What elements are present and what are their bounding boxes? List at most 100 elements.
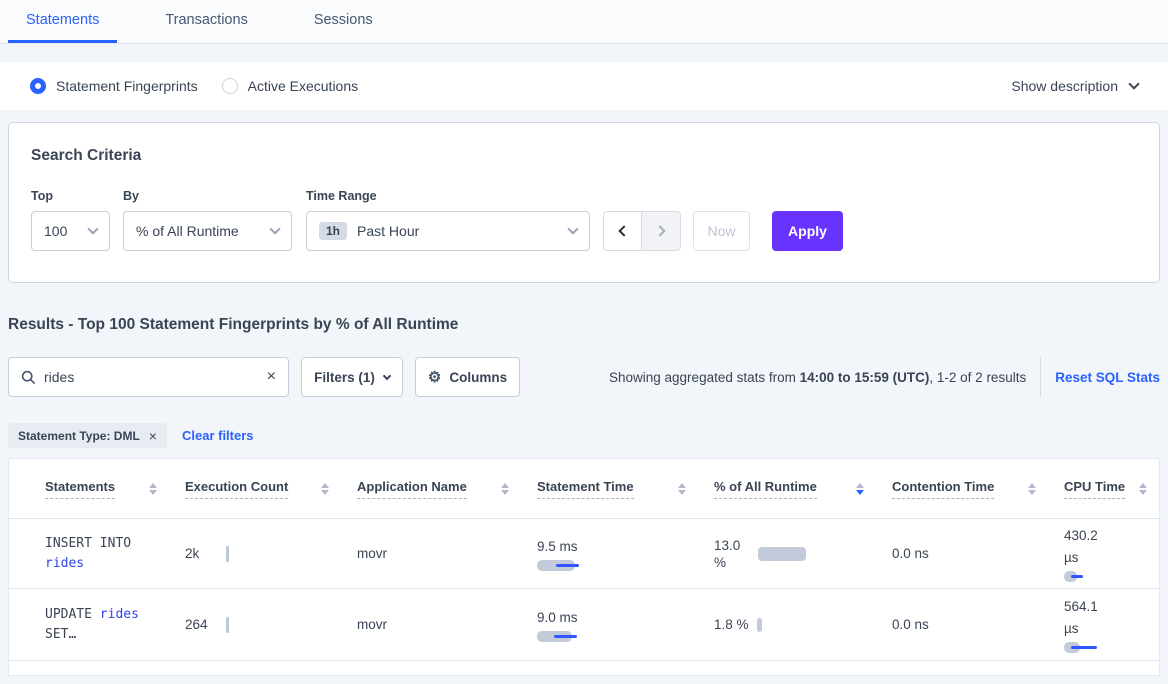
column-header-statements[interactable]: Statements bbox=[9, 459, 185, 518]
filter-chip-statement-type[interactable]: Statement Type: DML × bbox=[8, 423, 167, 448]
statement-search-box[interactable]: × bbox=[8, 357, 289, 397]
application-name-cell: movr bbox=[357, 589, 537, 660]
tab-sessions[interactable]: Sessions bbox=[313, 12, 373, 28]
statement-time-value: 9.0 ms bbox=[537, 609, 578, 625]
pct-runtime-bar bbox=[756, 617, 762, 632]
statements-table: Statements Execution Count Application N… bbox=[8, 458, 1160, 676]
apply-button[interactable]: Apply bbox=[772, 211, 843, 251]
chevron-down-icon bbox=[87, 223, 99, 235]
remove-filter-icon[interactable]: × bbox=[148, 427, 157, 444]
time-range-select[interactable]: 1h Past Hour bbox=[306, 211, 590, 251]
contention-time-value: 0.0 ns bbox=[892, 617, 929, 632]
sort-icon-active-desc bbox=[856, 482, 864, 495]
chevron-down-icon bbox=[269, 223, 281, 235]
column-label: Application Name bbox=[357, 479, 467, 499]
filter-chip-label: Statement Type: DML bbox=[18, 428, 140, 443]
toolbar-divider bbox=[1040, 357, 1042, 397]
execution-count-cell: 264 bbox=[185, 589, 357, 660]
statement-link[interactable]: rides bbox=[99, 606, 139, 622]
radio-active-executions[interactable]: Active Executions bbox=[221, 78, 359, 94]
statement-text: INSERT INTO bbox=[45, 535, 132, 551]
contention-time-cell: 0.0 ns bbox=[892, 519, 1064, 588]
sort-icon bbox=[501, 482, 509, 495]
time-nav-group bbox=[603, 211, 681, 251]
search-icon bbox=[21, 370, 36, 384]
next-interval-button[interactable] bbox=[642, 212, 680, 250]
stats-suffix: , 1-2 of 2 results bbox=[929, 369, 1027, 385]
chevron-down-icon bbox=[1128, 78, 1140, 90]
by-control: By % of All Runtime bbox=[123, 189, 292, 251]
column-header-cpu-time[interactable]: CPU Time bbox=[1064, 459, 1159, 518]
active-filters-row: Statement Type: DML × Clear filters bbox=[8, 423, 254, 448]
now-button[interactable]: Now bbox=[693, 211, 750, 251]
column-header-application-name[interactable]: Application Name bbox=[357, 459, 537, 518]
cpu-time-value: 564.1 µs bbox=[1064, 598, 1098, 636]
show-description-label: Show description bbox=[1011, 78, 1118, 94]
statement-link[interactable]: rides bbox=[45, 555, 85, 571]
view-mode-row: Statement Fingerprints Active Executions… bbox=[0, 62, 1168, 110]
filters-button[interactable]: Filters (1) bbox=[301, 357, 403, 397]
cpu-time-cell: 430.2 µs bbox=[1064, 519, 1159, 588]
column-label: Statement Time bbox=[537, 479, 634, 499]
column-label: Execution Count bbox=[185, 479, 289, 499]
top-select[interactable]: 100 bbox=[31, 211, 110, 251]
search-input[interactable] bbox=[44, 369, 259, 385]
pct-runtime-cell: 1.8 % bbox=[714, 589, 892, 660]
sort-icon bbox=[1028, 482, 1036, 495]
execution-count-bar bbox=[226, 545, 229, 562]
top-control: Top 100 bbox=[31, 189, 110, 251]
table-header-row: Statements Execution Count Application N… bbox=[9, 459, 1159, 519]
clear-filters-link[interactable]: Clear filters bbox=[181, 428, 254, 443]
table-row[interactable]: UPDATE rides SET… 264 movr 9.0 ms 1.8 % bbox=[9, 589, 1159, 661]
column-label: CPU Time bbox=[1064, 479, 1126, 499]
column-header-statement-time[interactable]: Statement Time bbox=[537, 459, 714, 518]
statement-text: SET… bbox=[45, 626, 77, 642]
column-header-pct-runtime[interactable]: % of All Runtime bbox=[714, 459, 892, 518]
top-select-value: 100 bbox=[44, 223, 68, 239]
tab-statements[interactable]: Statements bbox=[8, 0, 118, 43]
top-label: Top bbox=[31, 189, 53, 203]
results-heading: Results - Top 100 Statement Fingerprints… bbox=[8, 316, 459, 333]
execution-count-bar bbox=[226, 616, 229, 633]
chevron-down-icon bbox=[382, 371, 392, 380]
contention-time-value: 0.0 ns bbox=[892, 546, 929, 561]
statement-text: UPDATE bbox=[45, 606, 100, 622]
sort-icon bbox=[149, 482, 157, 495]
reset-sql-stats-link[interactable]: Reset SQL Stats bbox=[1055, 369, 1160, 385]
column-header-execution-count[interactable]: Execution Count bbox=[185, 459, 357, 518]
column-header-contention-time[interactable]: Contention Time bbox=[892, 459, 1064, 518]
radio-statement-fingerprints[interactable]: Statement Fingerprints bbox=[30, 78, 198, 94]
column-label: % of All Runtime bbox=[714, 479, 817, 499]
statement-time-bar bbox=[537, 559, 579, 572]
page-tabbar: Statements Transactions Sessions bbox=[0, 0, 1168, 44]
time-range-control: Time Range 1h Past Hour bbox=[306, 189, 590, 251]
by-select[interactable]: % of All Runtime bbox=[123, 211, 292, 251]
stats-time-range: 14:00 to 15:59 (UTC) bbox=[799, 369, 930, 385]
time-range-label: Time Range bbox=[306, 189, 377, 203]
tab-transactions[interactable]: Transactions bbox=[165, 12, 248, 28]
time-range-value: Past Hour bbox=[357, 223, 420, 239]
contention-time-cell: 0.0 ns bbox=[892, 589, 1064, 660]
pct-runtime-value: 13.0 % bbox=[714, 537, 741, 570]
statement-time-bar bbox=[537, 630, 577, 643]
results-toolbar: × Filters (1) ⚙ Columns Showing aggregat… bbox=[8, 357, 1160, 397]
execution-count-value: 2k bbox=[185, 546, 200, 561]
pct-runtime-value: 1.8 % bbox=[714, 617, 749, 632]
show-description-toggle[interactable]: Show description bbox=[1011, 78, 1140, 94]
statement-time-cell: 9.0 ms bbox=[537, 589, 714, 660]
radio-selected-icon bbox=[30, 78, 46, 94]
chevron-down-icon bbox=[567, 223, 579, 235]
time-range-badge: 1h bbox=[319, 222, 348, 240]
previous-interval-button[interactable] bbox=[604, 212, 642, 250]
radio-label: Statement Fingerprints bbox=[56, 78, 198, 94]
sort-icon bbox=[321, 482, 329, 495]
clear-search-icon[interactable]: × bbox=[266, 368, 276, 385]
chevron-left-icon bbox=[618, 225, 630, 237]
search-criteria-title: Search Criteria bbox=[31, 147, 142, 164]
table-row[interactable]: INSERT INTO rides 2k movr 9.5 ms 13.0 % bbox=[9, 519, 1159, 589]
statement-fingerprint-cell: INSERT INTO rides bbox=[9, 519, 185, 588]
radio-label: Active Executions bbox=[247, 78, 359, 94]
filters-button-label: Filters (1) bbox=[314, 369, 375, 385]
columns-button[interactable]: ⚙ Columns bbox=[415, 357, 520, 397]
